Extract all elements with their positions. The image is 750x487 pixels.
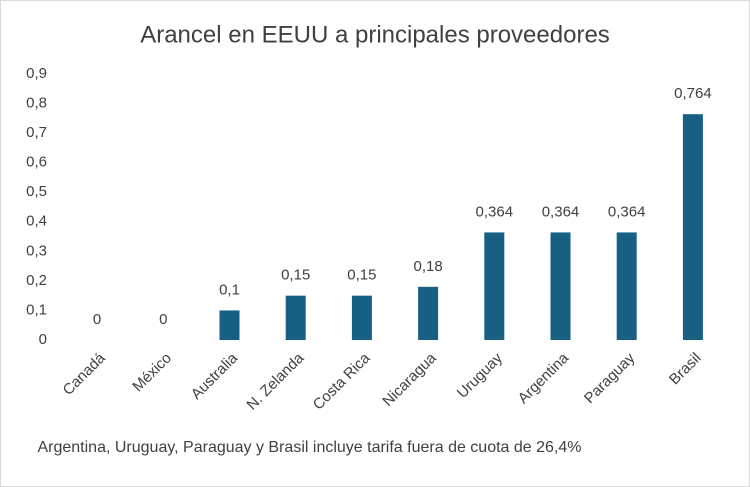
value-label: 0,364	[542, 203, 580, 220]
value-label: 0,18	[413, 258, 442, 275]
bar	[351, 295, 372, 340]
value-label: 0,764	[674, 85, 712, 102]
y-tick-label: 0,1	[26, 301, 47, 318]
y-tick-label: 0,5	[26, 183, 47, 200]
bar	[550, 232, 571, 340]
chart-title: Arancel en EEUU a principales proveedore…	[140, 21, 610, 48]
bar	[219, 310, 240, 340]
value-label: 0,15	[281, 267, 310, 284]
annotation: Argentina, Uruguay, Paraguay y Brasil in…	[37, 439, 582, 456]
value-label: 0	[93, 311, 101, 328]
bar	[484, 232, 505, 340]
value-label: 0,364	[476, 203, 514, 220]
value-label: 0,1	[219, 281, 240, 298]
value-label: 0	[159, 311, 167, 328]
y-tick-label: 0,2	[26, 272, 47, 289]
y-tick-label: 0,7	[26, 124, 47, 141]
bar	[285, 295, 306, 340]
y-tick-label: 0,3	[26, 242, 47, 259]
value-label: 0,15	[347, 267, 376, 284]
bar	[616, 232, 637, 340]
y-tick-label: 0,4	[26, 213, 47, 230]
y-tick-label: 0,9	[26, 65, 47, 82]
bar	[682, 114, 703, 340]
y-tick-label: 0,8	[26, 95, 47, 112]
y-tick-label: 0	[39, 331, 47, 348]
value-label: 0,364	[608, 203, 646, 220]
bar	[418, 286, 439, 340]
y-tick-label: 0,6	[26, 154, 47, 171]
